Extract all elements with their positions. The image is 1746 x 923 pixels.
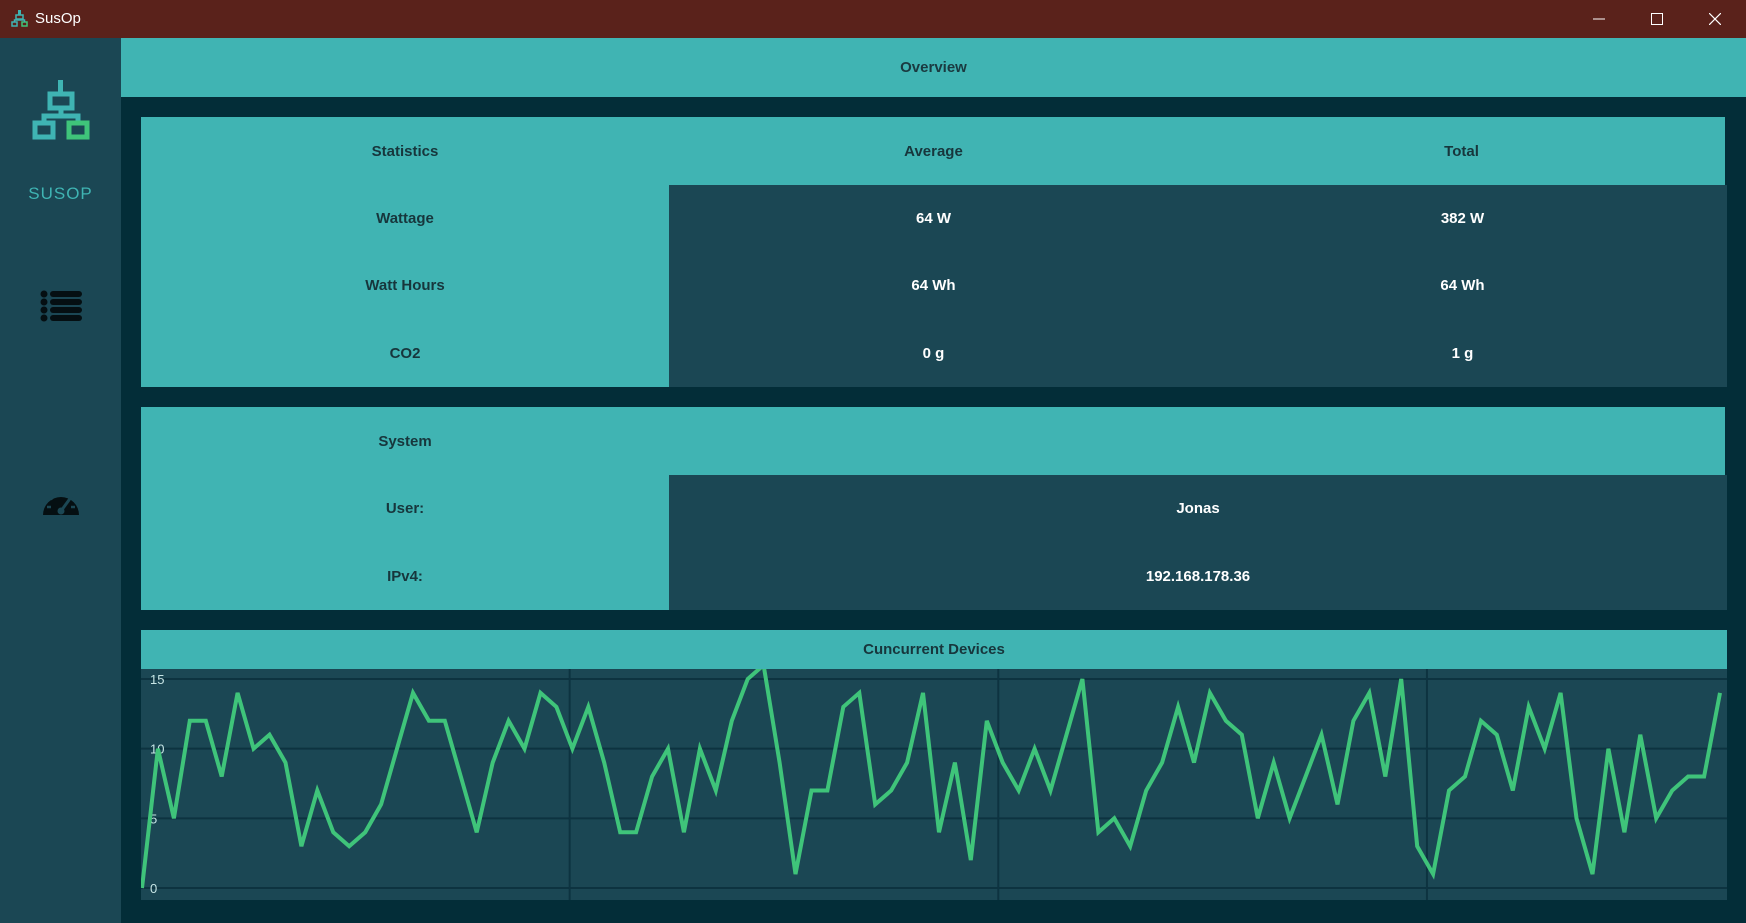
chart-title: Cuncurrent Devices [141,630,1727,669]
system-panel: System User: Jonas IPv4: 192.168.178.36 [141,407,1727,610]
app-icon [10,9,30,29]
watt-hours-label: Watt Hours [141,252,669,319]
maximize-button[interactable] [1628,0,1686,38]
watt-hours-total: 64 Wh [1198,252,1727,319]
system-header: System [141,407,669,475]
close-button[interactable] [1686,0,1744,38]
average-header: Average [669,117,1198,185]
total-header: Total [1198,117,1725,185]
network-logo-icon [32,80,89,140]
window-title: SusOp [35,10,81,27]
chart-plot-area: 0 5 10 15 [141,669,1727,900]
nav-dashboard-button[interactable] [0,486,121,518]
nav-list-button[interactable] [0,290,121,322]
statistics-header: Statistics [141,117,669,185]
user-value: Jonas [669,475,1727,542]
maximize-icon [1651,13,1663,25]
system-header-fill [669,407,1725,475]
y-tick-label: 0 [150,881,157,896]
list-icon [40,290,82,322]
minimize-button[interactable] [1570,0,1628,38]
concurrent-devices-chart: Cuncurrent Devices 0 5 10 15 [141,630,1727,900]
main-content: Overview Statistics Average Total Wattag… [121,38,1746,923]
title-bar: SusOp [0,0,1746,38]
page-title: Overview [121,38,1746,97]
watt-hours-average: 64 Wh [669,252,1198,319]
sidebar: SUSOP [0,38,121,923]
y-tick-label: 15 [150,672,164,687]
y-tick-label: 5 [150,811,157,826]
co2-average: 0 g [669,319,1198,387]
close-icon [1709,13,1721,25]
wattage-average: 64 W [669,185,1198,252]
series-line [141,669,1722,889]
ipv4-label: IPv4: [141,542,669,610]
minimize-icon [1593,18,1605,20]
statistics-panel: Statistics Average Total Wattage 64 W 38… [141,117,1727,387]
logo-text: SUSOP [28,184,93,203]
user-label: User: [141,475,669,542]
speedometer-icon [42,492,79,515]
wattage-total: 382 W [1198,185,1727,252]
wattage-label: Wattage [141,185,669,252]
co2-total: 1 g [1198,319,1727,387]
app-logo[interactable] [0,78,121,144]
co2-label: CO2 [141,319,669,387]
ipv4-value: 192.168.178.36 [669,542,1727,610]
